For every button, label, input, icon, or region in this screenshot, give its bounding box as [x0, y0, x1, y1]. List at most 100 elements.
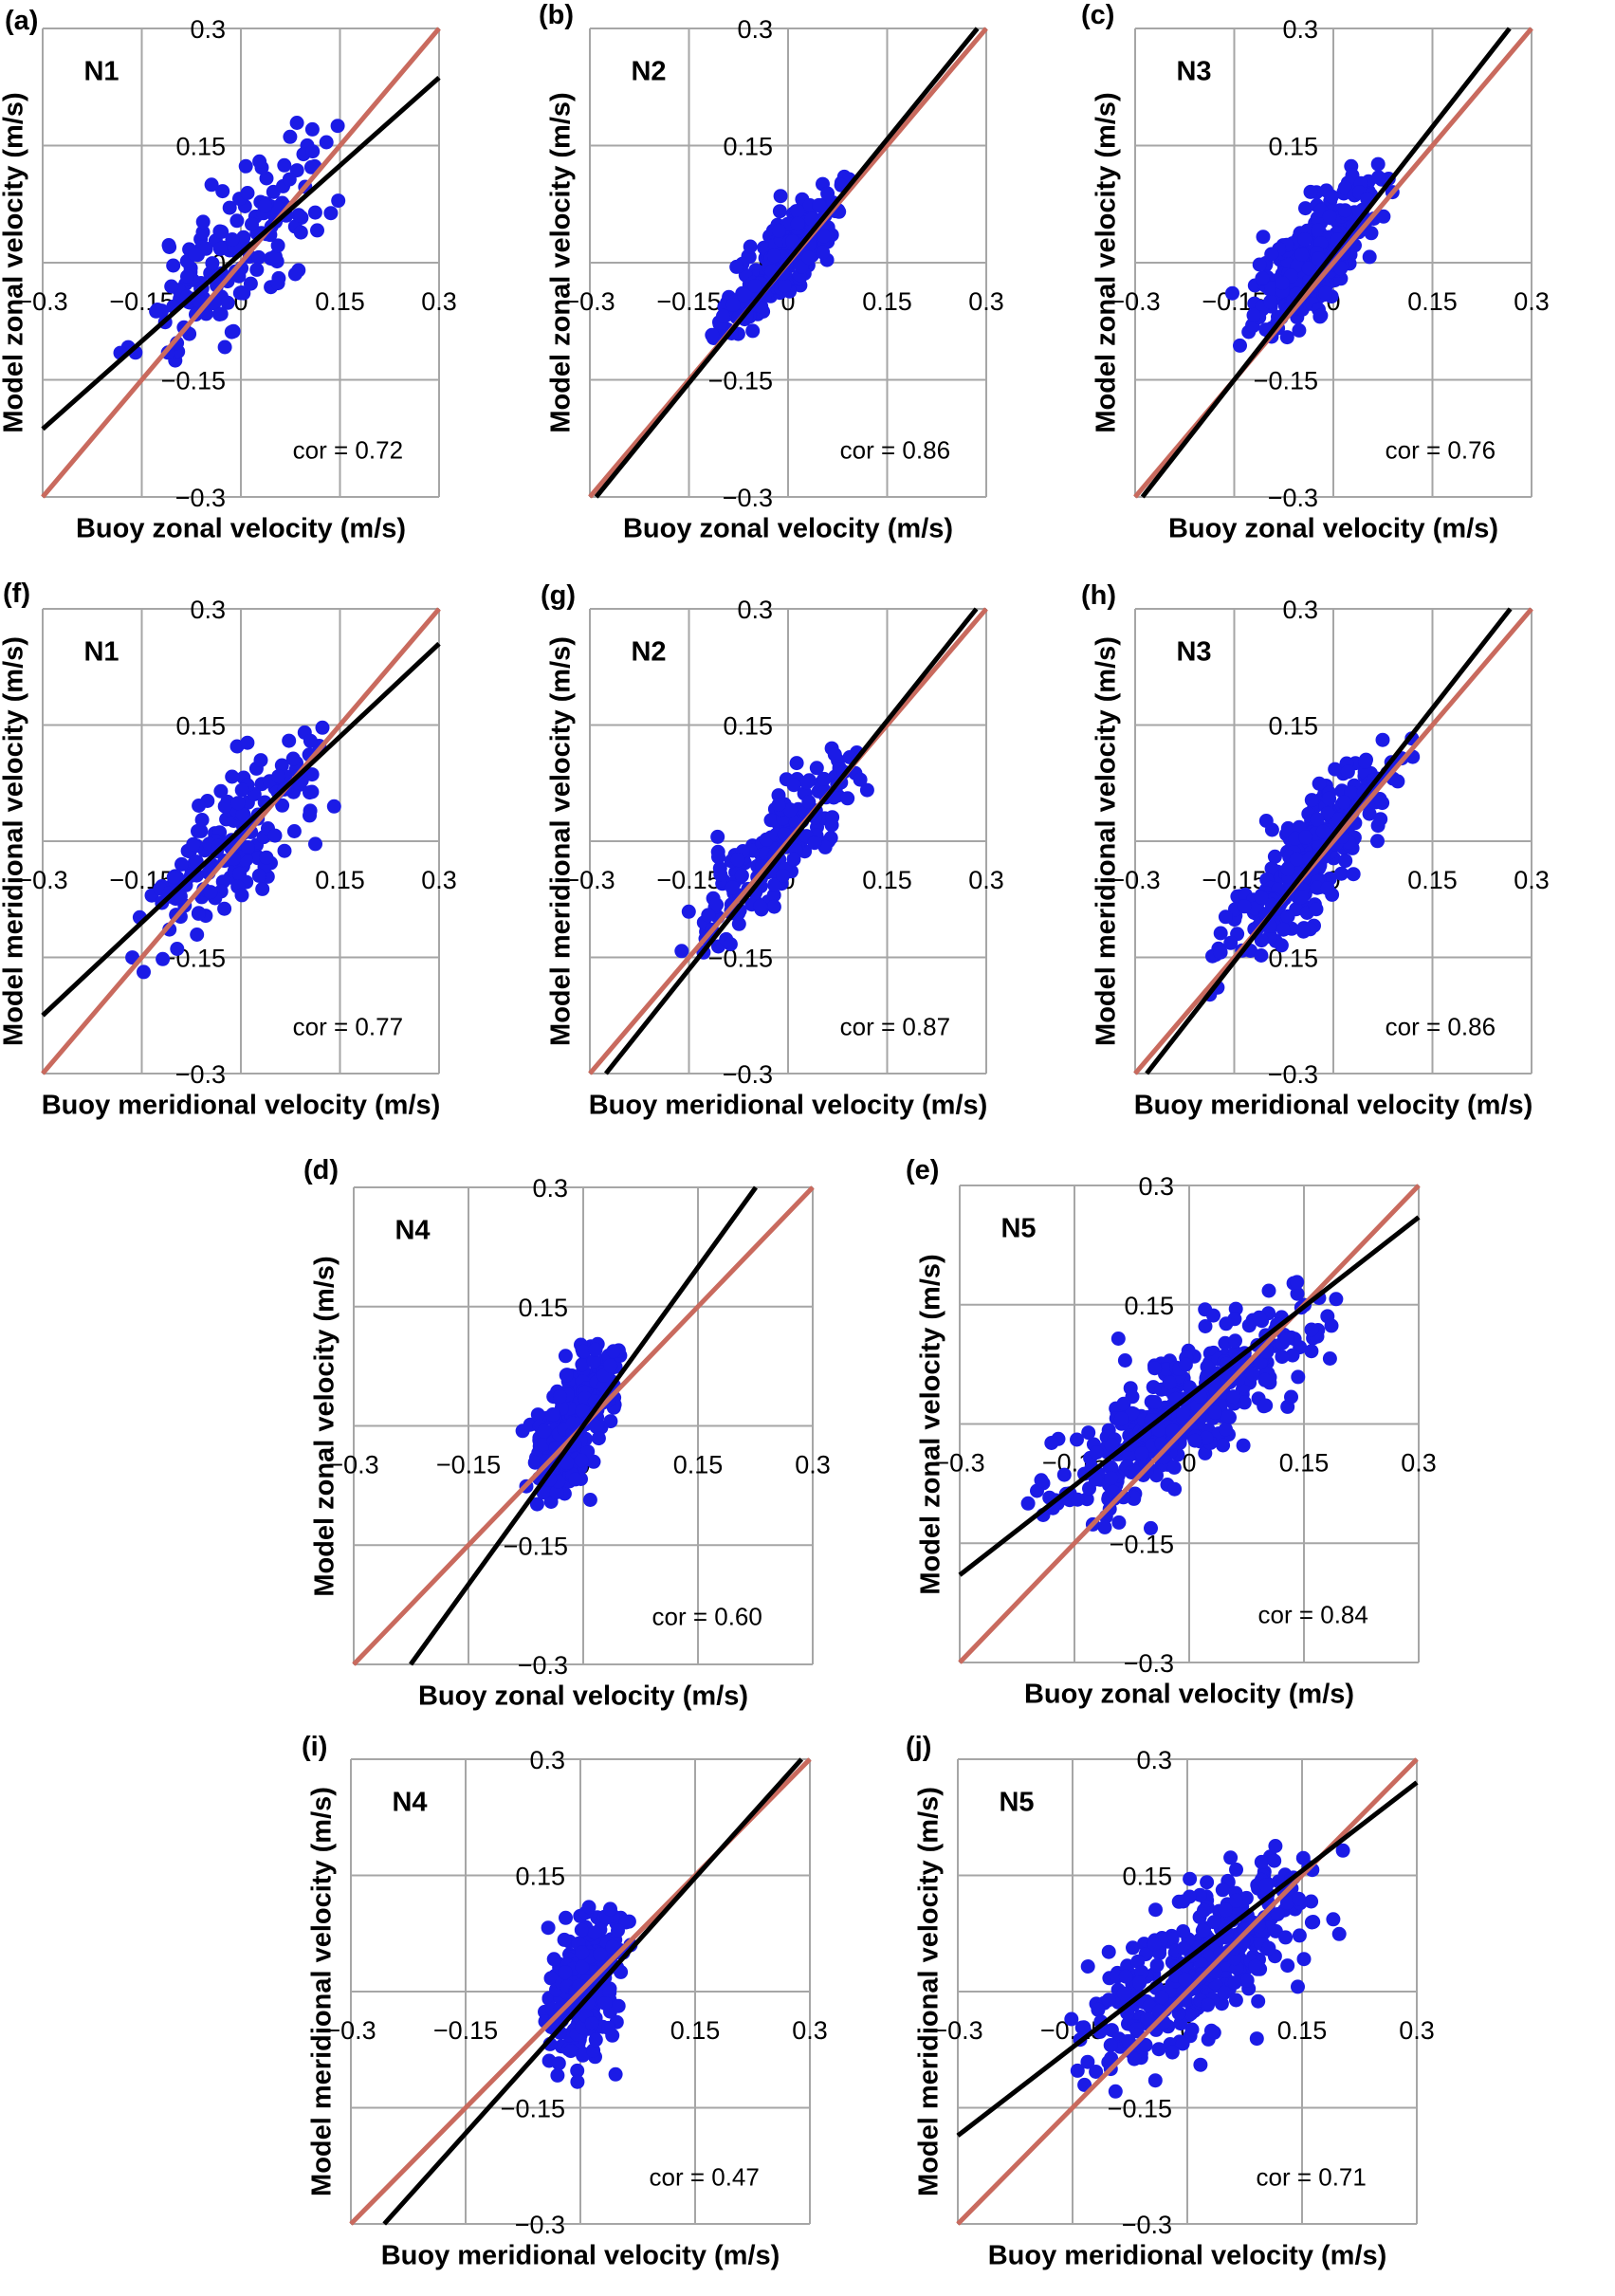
data-point	[1176, 1370, 1191, 1386]
data-point	[125, 950, 140, 965]
data-point	[790, 204, 805, 219]
data-point	[560, 1392, 575, 1407]
data-point	[1138, 1947, 1153, 1962]
data-point	[1165, 2045, 1180, 2060]
data-point	[1362, 806, 1377, 821]
data-point	[707, 900, 723, 914]
data-point	[303, 785, 317, 800]
data-point	[1220, 1961, 1235, 1976]
data-point	[1317, 786, 1331, 801]
data-point	[1132, 1975, 1147, 1991]
data-point	[1192, 1909, 1207, 1924]
data-point	[1313, 210, 1329, 225]
data-point	[1243, 944, 1258, 958]
data-point	[1313, 845, 1329, 860]
data-point	[575, 1445, 590, 1460]
data-point	[1169, 1983, 1184, 1997]
data-point	[1267, 275, 1282, 290]
data-point	[1257, 1366, 1273, 1381]
data-point	[1242, 1375, 1257, 1390]
data-point	[1249, 907, 1264, 921]
data-point	[1089, 1445, 1104, 1460]
data-point	[1316, 850, 1331, 864]
data-point	[1324, 1318, 1339, 1333]
data-point	[743, 285, 759, 301]
data-point	[1305, 862, 1320, 877]
data-point	[1346, 867, 1361, 882]
data-point	[785, 827, 800, 842]
data-point	[1292, 267, 1307, 283]
data-point	[1151, 1418, 1166, 1433]
data-point	[1182, 1983, 1197, 1998]
data-point	[1202, 1355, 1217, 1370]
data-point	[1089, 1996, 1104, 2011]
data-point	[226, 839, 241, 854]
data-point	[275, 195, 290, 211]
data-point	[591, 1986, 606, 2001]
x-tick-label: 0	[233, 866, 248, 894]
data-point	[817, 771, 832, 786]
data-point	[250, 811, 266, 826]
data-point	[1198, 1319, 1213, 1333]
data-point	[561, 1432, 577, 1447]
data-point	[1303, 184, 1318, 199]
data-point	[1307, 265, 1322, 280]
data-point	[830, 777, 845, 792]
data-point	[1324, 289, 1339, 304]
data-point	[1338, 820, 1353, 836]
data-point	[1202, 1402, 1218, 1417]
data-point	[562, 1947, 577, 1962]
data-point	[572, 1966, 587, 1981]
data-point	[1192, 1969, 1207, 1984]
gridlines	[353, 1186, 814, 1665]
data-point	[304, 767, 320, 782]
data-point	[582, 2011, 596, 2027]
data-point	[185, 272, 200, 287]
data-point	[1331, 263, 1346, 278]
data-point	[1318, 254, 1333, 269]
data-point	[195, 225, 211, 240]
data-point	[580, 1938, 596, 1953]
data-point	[1104, 1438, 1119, 1453]
data-point	[1210, 980, 1225, 995]
data-point	[590, 1397, 605, 1412]
data-point	[766, 235, 781, 250]
data-point	[179, 253, 194, 268]
data-point	[1279, 330, 1294, 345]
data-point	[1219, 1947, 1234, 1962]
data-point	[1332, 203, 1348, 218]
data-point	[1348, 238, 1362, 253]
data-point	[1338, 207, 1353, 221]
data-point	[544, 1436, 560, 1451]
data-point	[1182, 1889, 1197, 1904]
data-point	[1308, 248, 1323, 264]
data-point	[579, 2018, 595, 2033]
data-point	[220, 274, 235, 289]
data-point	[799, 829, 814, 844]
data-point	[203, 885, 218, 900]
data-point	[132, 909, 147, 925]
x-tick-label: −0.15	[109, 287, 174, 316]
data-point	[248, 761, 264, 776]
data-point	[1259, 1892, 1275, 1907]
data-point	[1334, 783, 1349, 799]
data-point	[1147, 1410, 1163, 1425]
data-point	[776, 830, 791, 845]
data-point	[1197, 1902, 1211, 1918]
data-point	[1331, 234, 1345, 249]
x-tick-label: −0.3	[1110, 866, 1160, 894]
data-point	[1289, 285, 1304, 300]
data-point	[113, 345, 128, 360]
data-point	[748, 885, 763, 900]
data-point	[1274, 1310, 1289, 1325]
data-point	[1172, 1969, 1187, 1984]
data-point	[1265, 892, 1279, 908]
data-point	[614, 1964, 629, 1979]
data-point	[1218, 1902, 1233, 1918]
data-point	[742, 309, 757, 324]
data-point	[1334, 245, 1349, 260]
data-point	[1185, 1971, 1201, 1986]
data-point	[1292, 843, 1307, 858]
data-point	[754, 848, 769, 863]
data-point	[778, 266, 793, 282]
